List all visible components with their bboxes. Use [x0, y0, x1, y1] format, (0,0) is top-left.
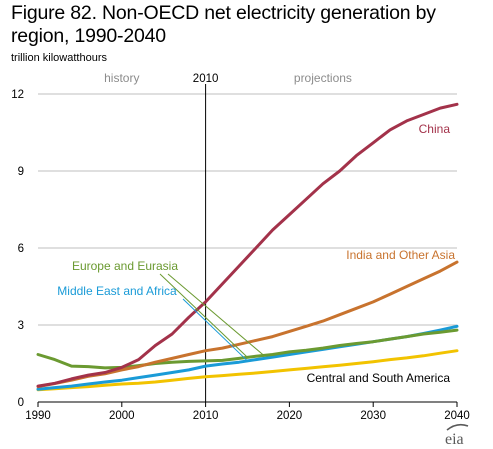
leader-line	[182, 298, 248, 362]
series-line-europe-and-eurasia	[36, 328, 459, 370]
series-label-central-and-south-america: Central and South America	[307, 371, 451, 385]
y-tick-label: 12	[11, 89, 24, 101]
history-label: history	[104, 71, 139, 85]
y-tick-label: 6	[18, 243, 24, 255]
divider-year-label: 2010	[193, 73, 219, 85]
x-tick-label: 2000	[109, 410, 135, 422]
x-tick-label: 1990	[25, 410, 51, 422]
gridlines	[38, 93, 457, 403]
x-tick-label: 2030	[360, 410, 386, 422]
y-tick-label: 9	[18, 166, 24, 178]
eia-logo-arc	[446, 423, 469, 431]
eia-logo-text: eia	[445, 431, 464, 448]
eia-logo: eia	[445, 423, 469, 448]
x-tick-label: 2040	[444, 410, 470, 422]
series-line-central-and-south-america	[36, 349, 459, 392]
series-labels: China India and Other Asia Europe and Eura…	[57, 122, 455, 385]
x-tick-label: 2020	[277, 410, 303, 422]
leader-line	[159, 273, 248, 358]
leader-line	[167, 273, 265, 357]
projections-label: projections	[294, 71, 352, 85]
series-label-middle-east-and-africa: Middle East and Africa	[57, 284, 177, 298]
series-label-india-and-other-asia: India and Other Asia	[346, 248, 455, 262]
y-axis-units-label: trillion kilowatthours	[11, 52, 107, 64]
label-leader-lines	[159, 273, 265, 362]
series-label-europe-and-eurasia: Europe and Eurasia	[72, 259, 178, 273]
y-tick-label: 3	[18, 320, 24, 332]
y-tick-label: 0	[18, 397, 24, 409]
chart-title: Figure 82. Non-OECD net electricity gene…	[11, 2, 436, 47]
x-tick-label: 2010	[193, 410, 219, 422]
series-label-china: China	[419, 122, 451, 136]
series-line-china	[36, 102, 459, 388]
axis-ticks: 0 3 6 9 12 1990 2000 2010 2020 2030 2040	[11, 89, 470, 422]
series-lines	[36, 102, 459, 392]
